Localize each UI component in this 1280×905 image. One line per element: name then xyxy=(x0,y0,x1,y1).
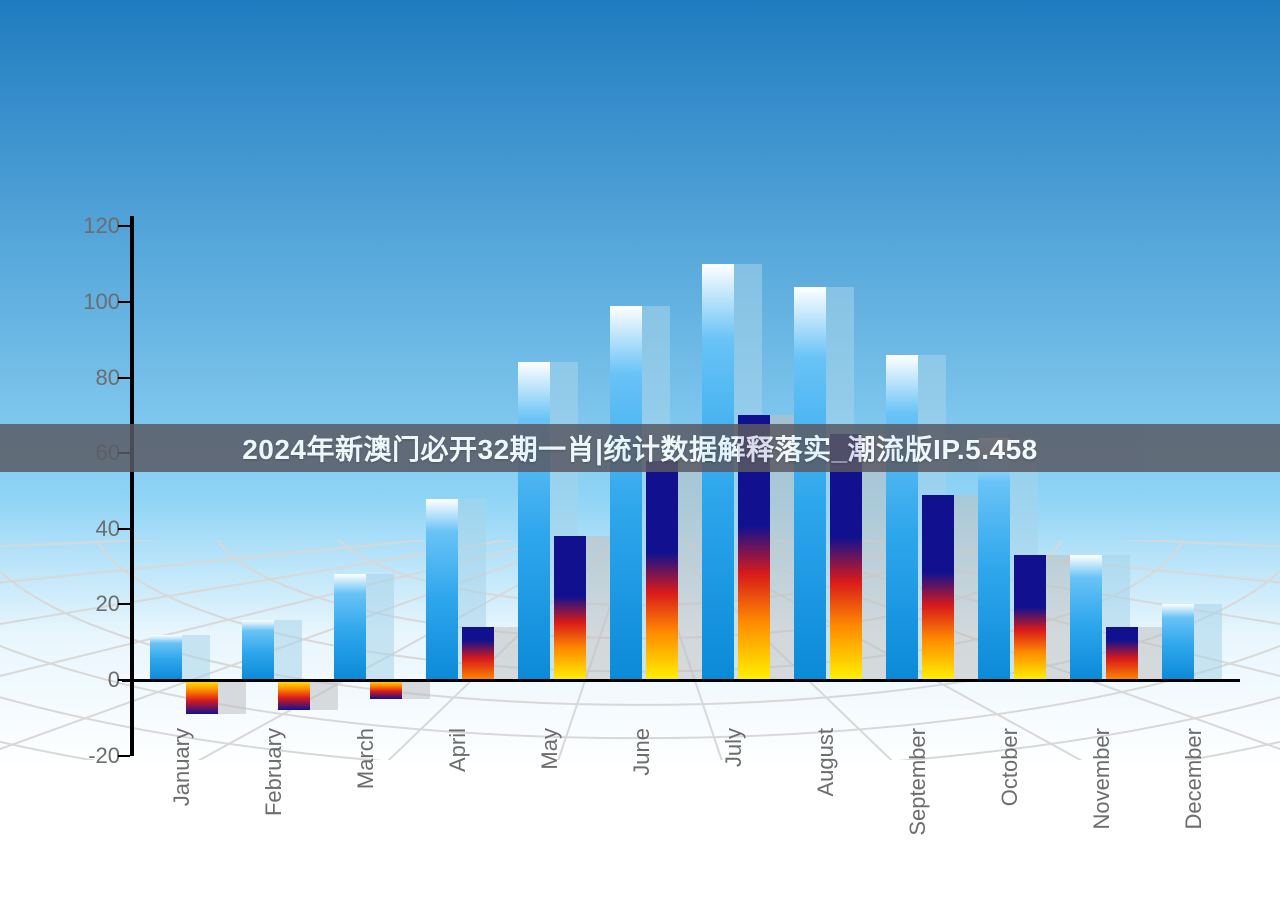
x-category-label: April xyxy=(445,728,471,772)
bar-primary xyxy=(426,499,458,680)
x-category-label: January xyxy=(169,728,195,806)
y-tick-mark xyxy=(118,377,130,379)
x-category-label: May xyxy=(537,728,563,770)
bar-secondary xyxy=(646,461,678,680)
y-tick-mark xyxy=(118,301,130,303)
x-category-label: February xyxy=(261,728,287,816)
bar-primary xyxy=(242,620,274,680)
bar-primary xyxy=(886,355,918,680)
bar-shadow xyxy=(270,620,302,680)
x-category-label: July xyxy=(721,728,747,767)
bar-primary xyxy=(794,287,826,680)
bar-shadow xyxy=(398,680,430,699)
bar-primary xyxy=(150,635,182,680)
x-category-label: September xyxy=(905,728,931,836)
bar-secondary xyxy=(370,680,402,699)
bar-primary xyxy=(334,574,366,680)
y-tick-mark xyxy=(118,603,130,605)
bar-secondary xyxy=(1106,627,1138,680)
bar-primary xyxy=(1162,604,1194,680)
bar-shadow xyxy=(214,680,246,714)
y-axis xyxy=(130,216,134,755)
bar-secondary xyxy=(278,680,310,710)
y-tick-mark xyxy=(118,225,130,227)
x-category-label: November xyxy=(1089,728,1115,829)
bar-secondary xyxy=(462,627,494,680)
bar-shadow xyxy=(178,635,210,680)
bar-primary xyxy=(610,306,642,680)
bar-primary xyxy=(1070,555,1102,680)
x-category-label: March xyxy=(353,728,379,789)
bar-secondary xyxy=(186,680,218,714)
bar-shadow xyxy=(1190,604,1222,680)
bar-shadow xyxy=(306,680,338,710)
overlay-banner-text: 2024年新澳门必开32期一肖|统计数据解释落实_潮流版IP.5.458 xyxy=(242,428,1038,468)
bar-secondary xyxy=(922,495,954,680)
bar-primary xyxy=(518,362,550,680)
bar-shadow xyxy=(362,574,394,680)
x-category-label: December xyxy=(1181,728,1207,829)
y-tick-mark xyxy=(118,528,130,530)
y-tick-mark xyxy=(118,755,130,757)
bar-secondary xyxy=(554,536,586,680)
x-category-label: August xyxy=(813,728,839,797)
x-category-label: June xyxy=(629,728,655,776)
bar-primary xyxy=(978,438,1010,680)
x-category-label: October xyxy=(997,728,1023,806)
overlay-banner: 2024年新澳门必开32期一肖|统计数据解释落实_潮流版IP.5.458 xyxy=(0,424,1280,472)
zero-baseline xyxy=(122,679,1240,682)
bar-secondary xyxy=(1014,555,1046,680)
bar-primary xyxy=(702,264,734,680)
